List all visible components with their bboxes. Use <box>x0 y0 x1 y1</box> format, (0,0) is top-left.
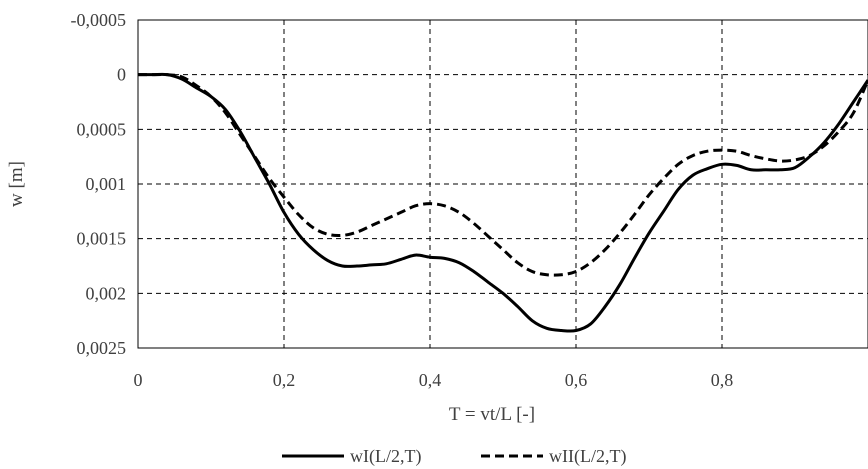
series-line-1 <box>138 72 868 333</box>
y-tick-label: -0,0005 <box>71 10 127 30</box>
legend-item: wI(L/2,T) <box>282 446 421 467</box>
y-tick-label: 0,0005 <box>77 119 127 139</box>
x-tick-label: 0 <box>134 370 143 390</box>
x-tick-label: 0,2 <box>273 370 296 390</box>
legend-label: wII(L/2,T) <box>549 446 626 467</box>
x-tick-label: 0,4 <box>419 370 442 390</box>
y-tick-label: 0,0015 <box>77 229 127 249</box>
legend: wI(L/2,T) wII(L/2,T) <box>282 446 626 467</box>
y-tick-label: 0,002 <box>86 283 127 303</box>
series-group <box>138 72 868 333</box>
x-axis-label: T = vt/L [-] <box>449 404 535 425</box>
legend-item: wII(L/2,T) <box>481 446 626 467</box>
x-tick-label: 0,8 <box>711 370 734 390</box>
y-tick-label: 0 <box>117 65 126 85</box>
y-axis-label: w [m] <box>6 161 27 207</box>
x-tick-label: 0,6 <box>565 370 588 390</box>
series-line-2 <box>138 73 868 277</box>
plot-area-frame <box>137 19 868 349</box>
y-tick-label: 0,0025 <box>77 338 127 358</box>
grid <box>138 20 868 348</box>
y-tick-label: 0,001 <box>86 174 127 194</box>
legend-label: wI(L/2,T) <box>350 446 421 467</box>
x-tick-labels: 00,20,40,60,81 <box>134 370 734 390</box>
y-tick-labels: -0,0005 0 0,0005 0,001 0,0015 0,002 0,0025 <box>71 10 127 358</box>
